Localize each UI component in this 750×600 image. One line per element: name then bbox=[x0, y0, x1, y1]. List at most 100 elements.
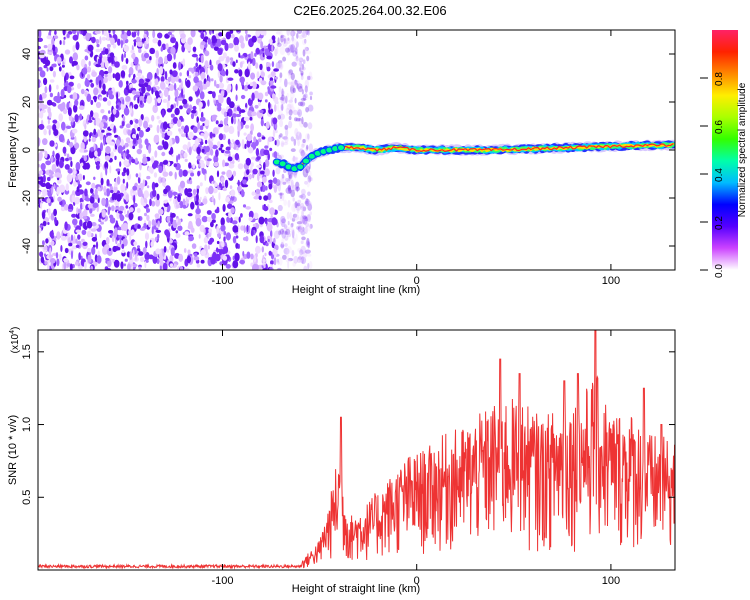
spectrogram-cell bbox=[249, 82, 253, 87]
spectrogram-cell bbox=[292, 197, 295, 202]
spectrogram-cell bbox=[167, 190, 173, 199]
spectrogram-cell bbox=[260, 41, 264, 49]
spectrogram-cell bbox=[69, 75, 75, 80]
spectrogram-cell bbox=[113, 260, 120, 268]
spectrogram-cell bbox=[274, 140, 277, 146]
spectrogram-cell bbox=[275, 167, 281, 175]
spectrogram-cell bbox=[244, 30, 248, 35]
spectrogram-cell bbox=[264, 145, 269, 149]
spectrogram-cell bbox=[297, 199, 302, 204]
spectrogram-cell bbox=[74, 99, 79, 107]
spectrogram-cell bbox=[279, 119, 283, 128]
spectrogram-cell bbox=[42, 174, 46, 183]
spectrogram-cell bbox=[58, 159, 64, 169]
spectrogram-cell bbox=[235, 139, 240, 145]
spectrogram-cell bbox=[80, 30, 84, 35]
spectrogram-cell bbox=[258, 216, 265, 225]
spectrogram-cell bbox=[201, 148, 205, 153]
spectrogram-cell bbox=[239, 109, 246, 113]
spectrogram-ridge-blob bbox=[336, 144, 345, 152]
spectrogram-cell bbox=[296, 186, 299, 193]
spectrogram-cell bbox=[299, 60, 303, 68]
spectrogram-cell bbox=[179, 72, 182, 77]
spectrogram-cell bbox=[178, 61, 182, 71]
spectrogram-cell bbox=[263, 108, 266, 113]
spectrogram-cell bbox=[91, 246, 96, 255]
spectrogram-cell bbox=[281, 103, 284, 112]
spectrogram-cell bbox=[215, 149, 219, 158]
spectrogram-cell bbox=[158, 90, 161, 95]
spectrogram-cell bbox=[92, 244, 96, 248]
spectrogram-cell bbox=[300, 230, 306, 236]
spectrogram-cell bbox=[134, 94, 140, 98]
spectrogram-cell bbox=[175, 233, 181, 239]
spectrogram-cell bbox=[204, 119, 210, 127]
spectrogram-cell bbox=[74, 196, 80, 205]
spectrogram-cell bbox=[256, 164, 262, 168]
spectrogram-cell bbox=[246, 133, 253, 142]
spectrogram-cell bbox=[304, 200, 309, 205]
spectrogram-cell bbox=[284, 243, 288, 247]
colorbar-ticks: 0.0 0.2 0.4 0.6 0.8 bbox=[700, 72, 725, 278]
spectrogram-cell bbox=[308, 162, 311, 170]
spectrogram-cell bbox=[162, 139, 165, 146]
spectrogram-cell bbox=[304, 166, 307, 175]
spectrogram-cell bbox=[308, 143, 313, 152]
spectrogram-cell bbox=[154, 236, 158, 242]
spectrogram-cell bbox=[39, 94, 43, 103]
spectrogram-cell bbox=[258, 101, 261, 107]
spectrogram-cell bbox=[301, 255, 304, 264]
chart-title: C2E6.2025.264.00.32.E06 bbox=[293, 3, 446, 18]
spectrogram-cell bbox=[78, 105, 85, 110]
spectrogram-cell bbox=[285, 228, 291, 235]
spectrogram-cell bbox=[211, 195, 214, 203]
spectrogram-cell bbox=[138, 251, 144, 256]
spectrogram-cell bbox=[177, 97, 184, 102]
spectrogram-cell bbox=[180, 189, 184, 194]
spectrogram-cell bbox=[66, 33, 70, 38]
spectrogram-cell bbox=[152, 162, 157, 169]
spectrogram-cell bbox=[262, 176, 267, 183]
spectrogram-cell bbox=[223, 117, 228, 126]
spectrogram-cell bbox=[278, 192, 284, 196]
top-y-tick-label: 0 bbox=[21, 147, 33, 153]
spectrogram-cell bbox=[281, 173, 285, 179]
spectrogram-cell bbox=[107, 56, 113, 63]
spectrogram-cell bbox=[123, 160, 129, 166]
spectrogram-cell bbox=[250, 51, 254, 60]
spectrogram-cell bbox=[269, 267, 273, 270]
spectrogram-cell bbox=[119, 205, 125, 212]
spectrogram-cell bbox=[131, 53, 136, 59]
spectrogram-cell bbox=[108, 66, 113, 74]
spectrogram-cell bbox=[302, 94, 307, 101]
bottom-x-axis: -100 0 100 bbox=[211, 330, 620, 587]
spectrogram-cell bbox=[292, 173, 296, 178]
spectrogram-cell bbox=[245, 157, 251, 166]
spectrogram-cell bbox=[187, 188, 193, 193]
spectrogram-cell bbox=[62, 40, 66, 46]
spectrogram-cell bbox=[227, 138, 231, 145]
spectrogram-cell bbox=[278, 230, 282, 236]
spectrogram-cell bbox=[101, 30, 104, 35]
spectrogram-cell bbox=[243, 225, 246, 234]
spectrogram-cell bbox=[292, 261, 297, 267]
spectrogram-cell bbox=[58, 134, 65, 143]
spectrogram-cell bbox=[186, 108, 191, 114]
spectrogram-cell bbox=[275, 61, 281, 70]
spectrogram-cell bbox=[72, 52, 79, 61]
spectrogram-cell bbox=[49, 92, 54, 98]
spectrogram-cell bbox=[200, 71, 206, 80]
spectrogram-cell bbox=[129, 83, 133, 88]
spectrogram-cell bbox=[306, 55, 310, 62]
multiplier-exponent: 4 bbox=[9, 330, 16, 334]
spectrogram-cell bbox=[157, 32, 163, 39]
spectrogram-cell bbox=[285, 112, 289, 116]
spectrogram-cell bbox=[188, 146, 192, 156]
spectrogram-cell bbox=[268, 179, 273, 184]
spectrogram-cell bbox=[201, 215, 208, 223]
spectrogram-cell bbox=[247, 61, 251, 70]
spectrogram-cell bbox=[217, 105, 222, 112]
spectrogram-cell bbox=[230, 207, 235, 214]
spectrogram-cell bbox=[241, 139, 245, 148]
spectrogram-cell bbox=[157, 39, 162, 47]
